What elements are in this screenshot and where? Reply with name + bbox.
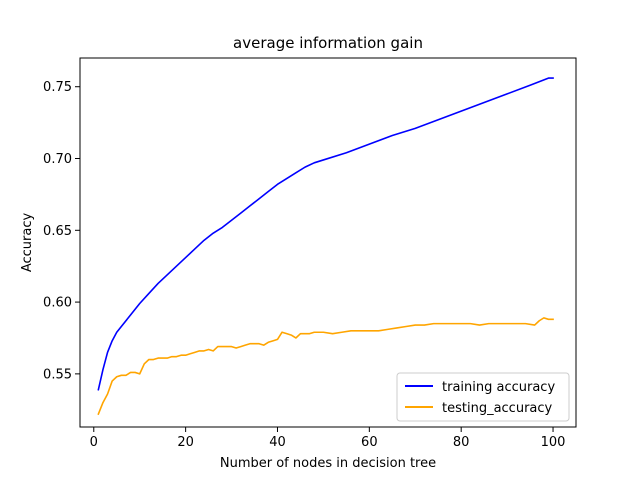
y-tick-label: 0.75 <box>43 80 72 95</box>
y-tick-label: 0.60 <box>43 296 72 311</box>
x-tick-label: 100 <box>541 435 566 450</box>
plot-frame <box>79 57 577 428</box>
legend: training accuracy testing_accuracy <box>396 372 570 422</box>
x-tick-label: 60 <box>361 435 378 450</box>
series-layer <box>97 77 554 416</box>
x-axis-ticks: 0 20 40 60 80 100 <box>90 427 566 450</box>
legend-box <box>396 372 570 422</box>
legend-label-testing-accuracy: testing_accuracy <box>442 401 553 416</box>
legend-label-training-accuracy: training accuracy <box>442 380 555 395</box>
series-line-training-accuracy <box>97 77 554 391</box>
x-tick-label: 20 <box>177 435 194 450</box>
x-axis-label: Number of nodes in decision tree <box>220 456 436 471</box>
y-tick-label: 0.70 <box>43 152 72 167</box>
series-line-testing-accuracy <box>97 317 554 416</box>
y-axis-label: Accuracy <box>20 213 35 273</box>
y-tick-label: 0.65 <box>43 224 72 239</box>
y-axis-ticks: 0.55 0.60 0.65 0.70 0.75 <box>43 80 80 382</box>
chart-title: average information gain <box>233 34 423 52</box>
x-tick-label: 0 <box>90 435 98 450</box>
plot-area <box>79 57 577 428</box>
x-tick-label: 40 <box>269 435 286 450</box>
y-tick-label: 0.55 <box>43 367 72 382</box>
x-tick-label: 80 <box>453 435 470 450</box>
